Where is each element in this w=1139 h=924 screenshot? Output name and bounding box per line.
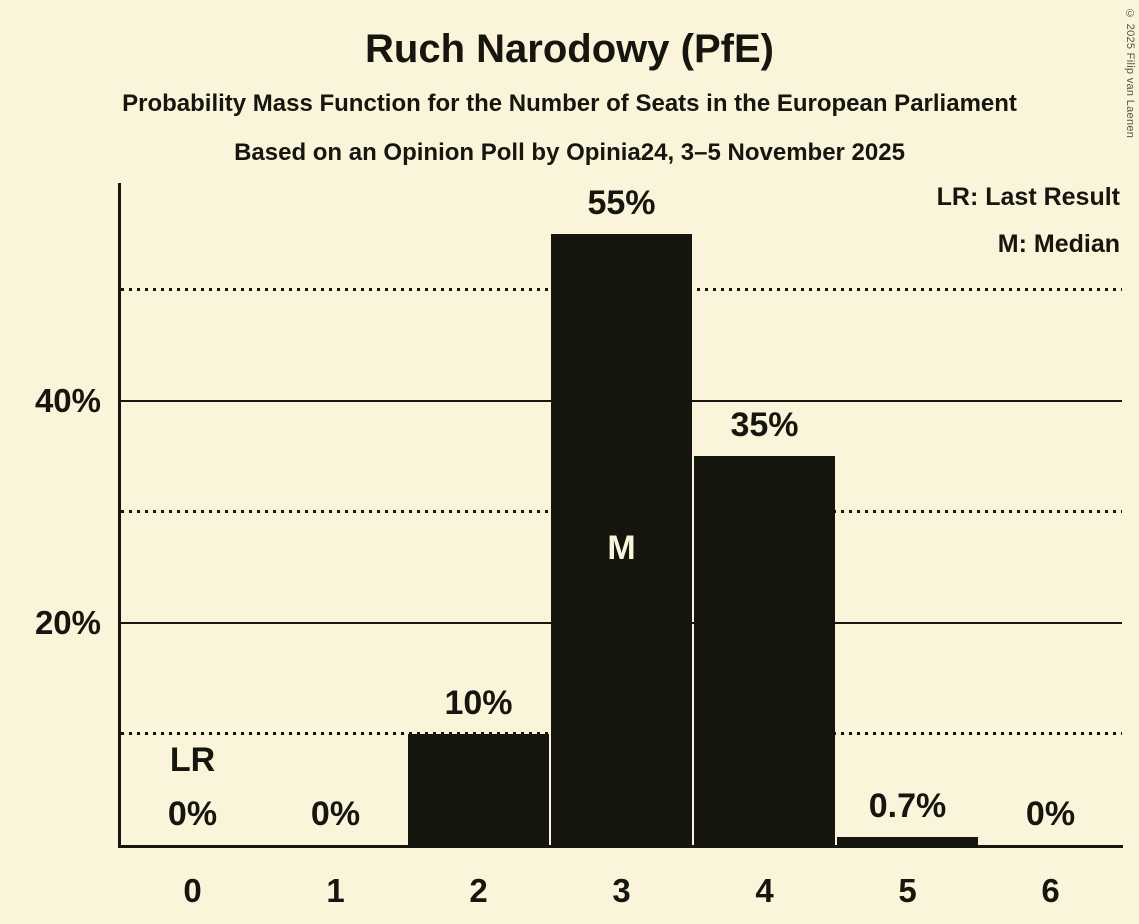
x-tick-label-1: 1 — [326, 872, 345, 909]
bar-value-seat-6: 0% — [1025, 795, 1076, 833]
bar-value-seat-4: 35% — [730, 406, 799, 444]
bar-value-seat-3: 55% — [587, 184, 656, 222]
legend: LR: Last Result M: Median — [937, 185, 1120, 279]
x-tick-label-5: 5 — [898, 872, 917, 909]
bar-seat-3 — [551, 234, 692, 845]
x-tick-label-3: 3 — [612, 872, 631, 909]
bar-value-seat-5: 0.7% — [868, 787, 947, 825]
bar-seat-4 — [694, 456, 835, 845]
y-tick-label-40: 40% — [34, 382, 101, 419]
annotation-m-seat-3: M — [607, 529, 636, 567]
x-tick-label-4: 4 — [755, 872, 774, 909]
copyright-note: © 2025 Filip van Laenen — [1124, 8, 1136, 139]
poll-source-line: Based on an Opinion Poll by Opinia24, 3–… — [234, 139, 905, 166]
legend-last-result: LR: Last Result — [936, 183, 1120, 211]
bar-value-seat-2: 10% — [444, 684, 513, 722]
bar-seat-5 — [837, 837, 978, 845]
plot-area: 0% 0% 10% 55% 35% 0.7% 0% LR M — [118, 183, 1123, 848]
legend-median: M: Median — [997, 230, 1120, 258]
bar-seat-2 — [408, 734, 549, 845]
chart-title: Ruch Narodowy (PfE) — [365, 27, 774, 71]
x-tick-label-0: 0 — [183, 872, 202, 909]
chart-subtitle: Probability Mass Function for the Number… — [122, 90, 1017, 117]
x-tick-label-2: 2 — [469, 872, 488, 909]
bar-value-seat-0: 0% — [167, 795, 218, 833]
y-tick-label-20: 20% — [34, 604, 101, 641]
x-axis-labels: 0 1 2 3 4 5 6 — [121, 872, 1122, 912]
x-tick-label-6: 6 — [1041, 872, 1060, 909]
bar-value-seat-1: 0% — [310, 795, 361, 833]
annotation-lr-seat-0: LR — [169, 741, 216, 779]
